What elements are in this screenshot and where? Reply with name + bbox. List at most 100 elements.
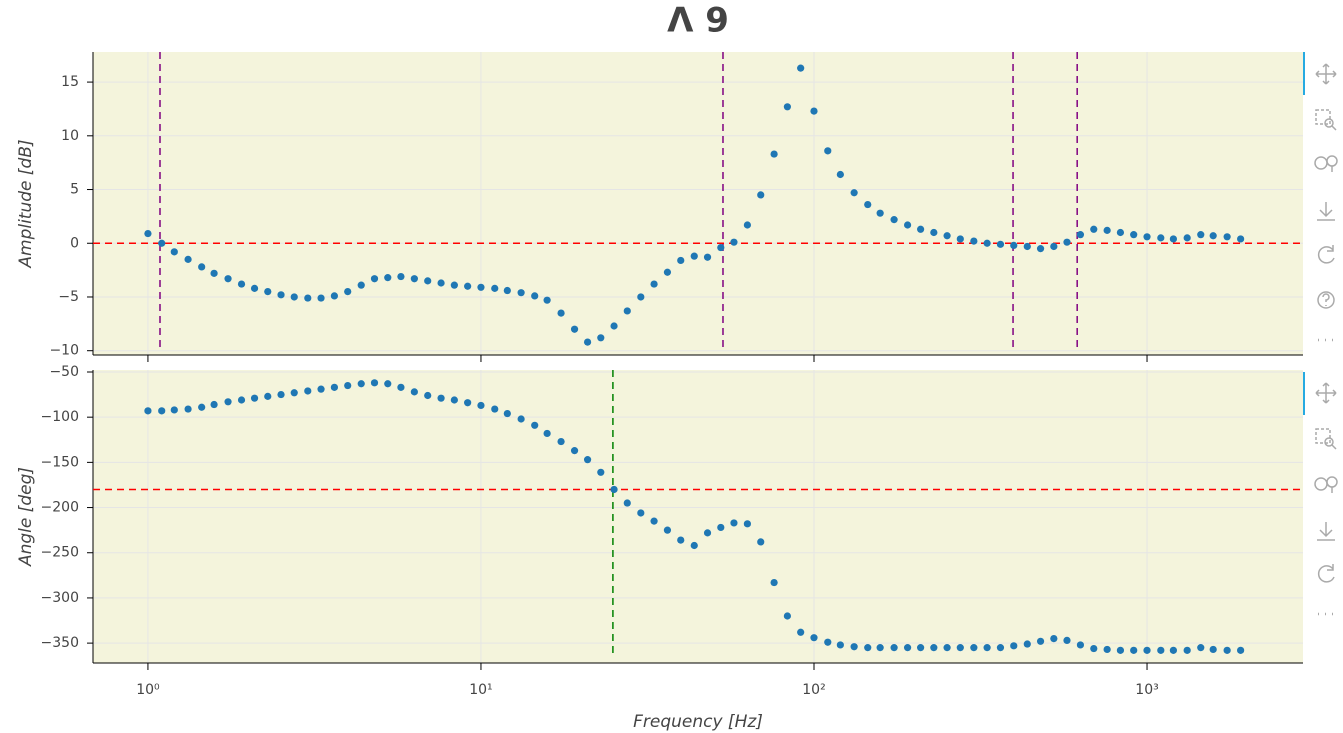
save-tool[interactable] (1317, 202, 1335, 221)
data-point (503, 286, 511, 295)
data-point (370, 275, 379, 283)
data-point (757, 191, 765, 199)
data-point (876, 209, 884, 217)
wheel-zoom-tool[interactable] (1314, 476, 1338, 493)
data-point (503, 409, 511, 418)
data-point (743, 221, 751, 229)
plot-panel: 10⁰ 10¹ 10² 10³ −50 −100 −150 −200 −250 −300 −350 A… (16, 364, 1303, 732)
data-point (397, 272, 405, 281)
data-point (797, 64, 805, 72)
data-point (450, 396, 458, 404)
data-point (864, 200, 872, 209)
data-point (1157, 646, 1165, 654)
plot-background (93, 52, 1303, 355)
data-point (930, 228, 938, 237)
pan-tool[interactable] (1315, 382, 1337, 404)
data-point (330, 292, 338, 300)
data-point (517, 289, 525, 297)
data-point (770, 578, 778, 587)
x-axis-label: Frequency [Hz] (633, 712, 763, 732)
data-point (198, 263, 206, 271)
y-tick-label: 0 (70, 235, 79, 251)
data-point (464, 282, 472, 290)
data-point (1010, 241, 1018, 250)
data-point (650, 517, 658, 525)
data-point (890, 216, 898, 224)
data-point (1143, 646, 1151, 654)
data-point (1143, 233, 1151, 241)
data-point (250, 284, 259, 292)
data-point (344, 288, 352, 296)
x-tick-label: 10⁰ (136, 682, 160, 698)
data-point (437, 394, 445, 402)
y-tick-label: 10 (61, 128, 79, 144)
data-point (1237, 235, 1245, 243)
data-point (743, 520, 751, 528)
data-point (304, 387, 312, 395)
data-point (1023, 640, 1031, 648)
data-point (917, 644, 925, 652)
data-point (1063, 636, 1071, 645)
box-zoom-tool[interactable] (1315, 109, 1337, 131)
data-point (184, 255, 192, 263)
data-point (677, 256, 685, 265)
data-point (836, 170, 844, 179)
data-point (996, 240, 1005, 248)
data-point (1076, 641, 1085, 649)
data-point (930, 644, 938, 652)
data-point (277, 390, 285, 399)
data-point (797, 628, 805, 636)
help-tool[interactable] (1317, 291, 1335, 309)
data-point (836, 641, 844, 649)
data-point (597, 334, 605, 342)
data-point (170, 248, 178, 256)
data-point (864, 644, 872, 652)
data-point (1197, 231, 1205, 239)
data-point (410, 388, 418, 396)
data-point (317, 385, 325, 393)
data-point (597, 468, 605, 476)
data-point (810, 634, 818, 642)
active-indicator (1302, 372, 1305, 415)
reset-tool[interactable] (1317, 245, 1335, 264)
data-point (783, 103, 791, 111)
data-point (158, 407, 166, 415)
data-point (1010, 642, 1018, 650)
data-point (477, 401, 485, 410)
data-point (517, 415, 525, 423)
data-point (770, 150, 778, 158)
data-point (384, 380, 392, 388)
toolbar (1302, 52, 1338, 616)
data-point (650, 280, 658, 288)
data-point (850, 189, 858, 197)
x-tick-label: 10² (802, 682, 825, 698)
data-point (543, 296, 551, 304)
data-point (810, 107, 818, 115)
data-point (210, 400, 218, 409)
wheel-zoom-tool[interactable] (1314, 155, 1338, 172)
y-tick-label: −300 (41, 590, 79, 606)
data-point (1223, 646, 1231, 654)
data-point (1023, 242, 1031, 251)
data-point (610, 485, 618, 494)
y-tick-label: −5 (58, 289, 79, 305)
chart-title: Λ 9 (667, 1, 729, 41)
data-point (531, 421, 539, 429)
data-point (1050, 242, 1058, 251)
data-point (491, 284, 499, 292)
data-point (237, 396, 246, 404)
box-zoom-tool[interactable] (1315, 428, 1337, 450)
pan-tool[interactable] (1315, 63, 1337, 85)
data-point (1076, 231, 1085, 239)
data-point (583, 456, 592, 464)
data-point (983, 239, 991, 247)
data-point (757, 538, 765, 546)
data-point (1130, 646, 1138, 654)
data-point (943, 232, 951, 240)
data-point (996, 644, 1005, 652)
save-tool[interactable] (1317, 522, 1335, 541)
reset-tool[interactable] (1317, 564, 1335, 583)
data-point (730, 519, 738, 527)
data-point (330, 383, 338, 391)
